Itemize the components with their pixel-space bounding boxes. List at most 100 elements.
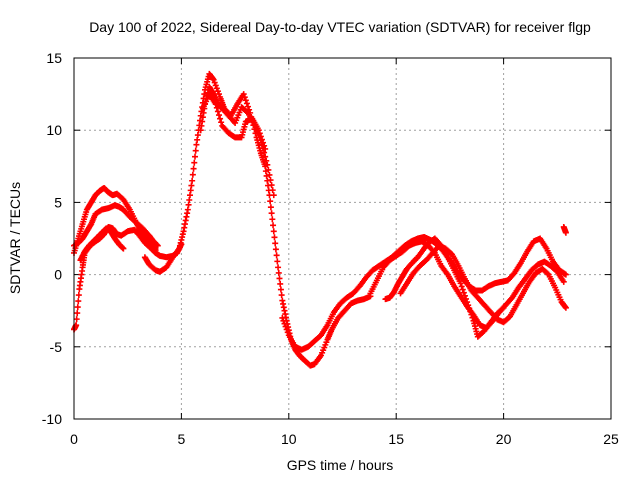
x-tick-label: 5 [178, 431, 186, 447]
data-point [215, 91, 222, 98]
y-tick-label: -5 [50, 339, 63, 355]
data-point [267, 204, 274, 211]
data-point [562, 304, 569, 311]
x-axis-label: GPS time / hours [287, 457, 394, 473]
data-point [270, 192, 277, 199]
data-point [267, 198, 274, 205]
data-point [467, 308, 474, 315]
chart-title: Day 100 of 2022, Sidereal Day-to-day VTE… [89, 19, 591, 35]
data-point [274, 258, 281, 265]
data-point [269, 187, 276, 194]
data-point [464, 299, 471, 306]
data-point [562, 271, 569, 278]
axis-ticks [73, 57, 612, 420]
data-point [260, 139, 267, 146]
data-point [459, 286, 466, 293]
y-tick-label: 15 [46, 50, 62, 66]
data-point [264, 161, 271, 168]
data-point [463, 295, 470, 302]
data-point [272, 246, 279, 253]
data-point [265, 166, 272, 173]
data-point [275, 269, 282, 276]
data-point [154, 242, 161, 249]
x-tick-labels: 0 5 10 15 20 25 [70, 431, 619, 447]
data-point [277, 286, 284, 293]
data-point [270, 222, 277, 229]
data-point [190, 165, 197, 172]
data-point [468, 311, 475, 318]
data-point [218, 119, 225, 126]
data-point [261, 142, 268, 149]
data-point [270, 228, 277, 235]
x-tick-label: 20 [496, 431, 512, 447]
data-point [192, 147, 199, 154]
data-point [284, 329, 291, 336]
gridlines [74, 58, 611, 419]
data-point [263, 157, 270, 164]
series-track-11 [397, 242, 569, 326]
data-point [192, 153, 199, 160]
data-point [212, 82, 219, 89]
data-point [461, 292, 468, 299]
data-point [499, 305, 506, 312]
data-point [152, 247, 159, 254]
data-point [544, 270, 551, 277]
y-tick-label: 5 [54, 194, 62, 210]
data-point [275, 264, 282, 271]
data-point [120, 245, 127, 252]
data-point [189, 171, 196, 178]
data-point [240, 91, 247, 98]
data-point [257, 133, 264, 140]
data-point [562, 229, 569, 236]
series-track-12 [560, 223, 569, 236]
data-point [241, 94, 248, 101]
data-point [262, 153, 269, 160]
data-point [262, 145, 269, 152]
data-point [276, 275, 283, 282]
y-axis-label: SDTVAR / TECUs [7, 182, 23, 294]
x-tick-label: 10 [281, 431, 297, 447]
data-point [272, 240, 279, 247]
data-point [191, 159, 198, 166]
data-point [242, 97, 249, 104]
series-track-7 [199, 91, 269, 152]
data-point [243, 100, 250, 107]
data-point [278, 292, 285, 299]
data-point [281, 320, 288, 327]
data-point [268, 182, 275, 189]
data-point [460, 289, 467, 296]
data-point [189, 177, 196, 184]
x-tick-label: 15 [388, 431, 404, 447]
data-point [74, 304, 81, 311]
data-point [215, 112, 222, 119]
x-tick-label: 0 [70, 431, 78, 447]
x-tick-label: 25 [603, 431, 619, 447]
data-point [458, 283, 465, 290]
data-point [74, 310, 81, 317]
data-point [266, 171, 273, 178]
data-point [261, 149, 268, 156]
data-point [210, 76, 217, 83]
data-point [466, 305, 473, 312]
data-point [212, 101, 219, 108]
y-tick-label: 0 [54, 267, 62, 283]
data-point [213, 104, 220, 111]
data-point [469, 314, 476, 321]
series-track-10 [382, 235, 507, 340]
data-point [267, 177, 274, 184]
data-point [282, 323, 289, 330]
data-point [277, 280, 284, 287]
plot-frame [73, 57, 612, 420]
data-point [214, 88, 221, 95]
data-point [75, 292, 82, 299]
data-point [465, 302, 472, 309]
data-point [268, 210, 275, 217]
y-tick-label: -10 [42, 411, 62, 427]
data-point [279, 314, 286, 321]
data-point [258, 136, 265, 143]
data-point [256, 130, 263, 137]
data-point [457, 280, 464, 287]
data-point [283, 326, 290, 333]
data-point [213, 85, 220, 92]
